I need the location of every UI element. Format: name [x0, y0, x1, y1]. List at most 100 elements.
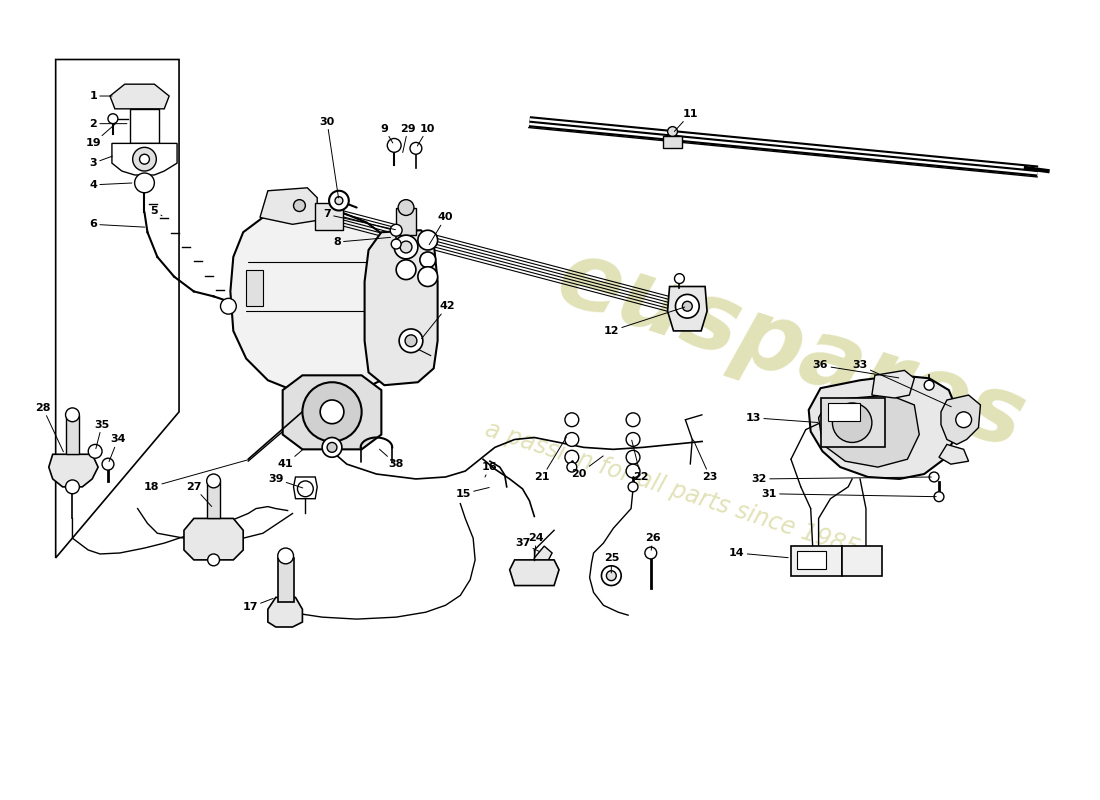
Text: 30: 30 [319, 117, 339, 198]
Bar [796, 551, 826, 569]
Circle shape [956, 412, 971, 428]
Circle shape [207, 474, 220, 488]
Circle shape [420, 252, 436, 268]
Circle shape [392, 239, 402, 249]
Text: 3: 3 [89, 156, 112, 168]
Text: 39: 39 [268, 474, 302, 488]
Circle shape [675, 294, 700, 318]
Circle shape [606, 570, 616, 581]
Polygon shape [818, 395, 920, 467]
Text: a passion for all parts since 1985: a passion for all parts since 1985 [482, 417, 862, 561]
Circle shape [399, 329, 422, 353]
Text: 17: 17 [242, 598, 273, 612]
Polygon shape [872, 370, 914, 398]
Text: 7: 7 [323, 210, 395, 230]
Circle shape [133, 147, 156, 171]
Bar [130, 109, 159, 143]
Circle shape [668, 126, 678, 137]
Circle shape [565, 433, 579, 446]
Polygon shape [260, 188, 317, 224]
Circle shape [387, 138, 402, 152]
Bar [843, 546, 882, 576]
Circle shape [320, 400, 344, 424]
Text: 13: 13 [746, 413, 817, 422]
Bar [277, 558, 294, 602]
Circle shape [626, 433, 640, 446]
Circle shape [410, 142, 421, 154]
Polygon shape [939, 445, 969, 464]
Text: 18: 18 [144, 460, 248, 492]
Text: 14: 14 [729, 548, 789, 558]
Circle shape [396, 260, 416, 279]
Circle shape [565, 413, 579, 426]
Text: 38: 38 [379, 450, 404, 469]
Circle shape [220, 298, 236, 314]
Text: 33: 33 [852, 361, 952, 406]
Circle shape [66, 408, 79, 422]
Bar [66, 415, 79, 454]
Text: 5: 5 [151, 206, 162, 216]
Circle shape [134, 173, 154, 193]
Text: 34: 34 [109, 434, 125, 462]
Circle shape [398, 200, 414, 215]
Circle shape [674, 274, 684, 283]
Text: 31: 31 [761, 489, 936, 498]
Text: 2: 2 [89, 118, 127, 129]
Text: 4: 4 [89, 180, 132, 190]
Circle shape [294, 200, 306, 211]
Bar [791, 546, 843, 576]
Circle shape [682, 302, 692, 311]
Text: 29: 29 [400, 123, 416, 153]
Text: 36: 36 [813, 361, 899, 378]
Circle shape [924, 380, 934, 390]
Text: 24: 24 [528, 533, 544, 557]
Circle shape [327, 442, 337, 452]
Circle shape [626, 450, 640, 464]
Text: 8: 8 [333, 237, 390, 247]
Polygon shape [112, 143, 177, 175]
Bar [396, 207, 416, 235]
Polygon shape [364, 230, 438, 385]
Bar [207, 481, 220, 518]
Bar [316, 202, 343, 230]
Polygon shape [230, 210, 406, 395]
Polygon shape [940, 395, 980, 445]
Circle shape [302, 382, 362, 442]
Circle shape [208, 554, 220, 566]
Circle shape [394, 235, 418, 259]
Text: 10: 10 [417, 123, 436, 146]
Circle shape [566, 462, 576, 472]
Circle shape [140, 154, 150, 164]
Circle shape [418, 266, 438, 286]
Circle shape [626, 413, 640, 426]
Text: 37: 37 [515, 538, 540, 552]
Text: 15: 15 [455, 487, 490, 498]
Text: 28: 28 [35, 403, 64, 452]
Circle shape [400, 241, 412, 253]
Polygon shape [48, 454, 98, 487]
Text: euspares: euspares [546, 232, 1036, 470]
Text: 20: 20 [571, 456, 603, 479]
Circle shape [88, 445, 102, 458]
Bar [828, 403, 860, 421]
Circle shape [102, 458, 114, 470]
Polygon shape [668, 286, 707, 331]
Circle shape [565, 450, 579, 464]
Circle shape [108, 114, 118, 124]
Polygon shape [294, 477, 317, 498]
Polygon shape [662, 137, 682, 148]
Text: 6: 6 [89, 219, 145, 230]
Text: 41: 41 [278, 449, 304, 469]
Bar [821, 398, 884, 447]
Text: 40: 40 [429, 213, 453, 245]
Text: 42: 42 [421, 302, 455, 338]
Circle shape [930, 472, 939, 482]
Polygon shape [184, 518, 243, 560]
Text: 1: 1 [89, 91, 112, 101]
Circle shape [602, 566, 621, 586]
Text: 27: 27 [186, 482, 211, 506]
Text: 11: 11 [674, 109, 698, 131]
Polygon shape [110, 84, 169, 109]
Text: 16: 16 [482, 462, 497, 477]
Polygon shape [509, 560, 559, 586]
